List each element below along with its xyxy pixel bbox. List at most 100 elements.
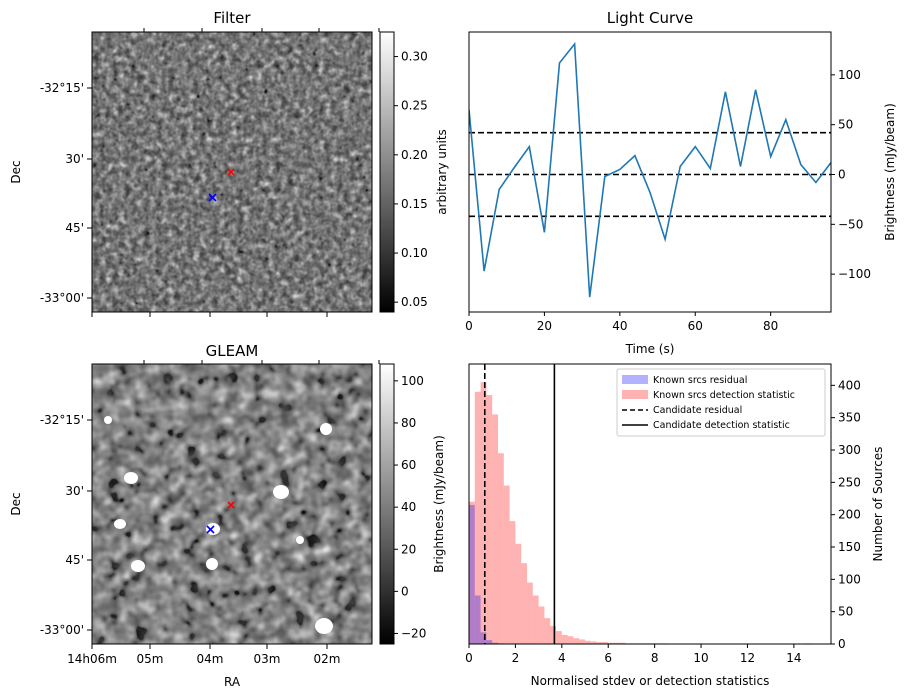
gleam-marker-blue	[206, 525, 215, 534]
count-tick-label: 400	[838, 378, 861, 392]
light-curve-y-axis-label: Brightness (mJy/beam)	[883, 103, 897, 241]
light-curve-title: Light Curve	[607, 9, 693, 27]
colorbar-tick-label: 0.15	[401, 197, 428, 211]
histogram-y-axis-label: Number of Sources	[871, 447, 885, 562]
legend-swatch-detection	[622, 390, 648, 399]
gleam-marker-red	[227, 501, 235, 509]
detection-bar	[532, 595, 539, 644]
detection-bar	[573, 638, 580, 644]
time-tick-label: 40	[612, 319, 627, 333]
residual-bar	[486, 640, 493, 644]
count-tick-label: 200	[838, 508, 861, 522]
detection-bar	[480, 382, 487, 644]
colorbar-tick-label: 0.10	[401, 246, 428, 260]
gleam-source	[315, 618, 333, 634]
stat-tick-label: 4	[558, 651, 566, 665]
detection-bar	[556, 631, 562, 644]
histogram-panel: 0 2 4 6 8 10 12 14 0 50 100 150 200 250 300 350 400 Nor…	[465, 363, 885, 688]
dec-tick-label: -32°15'	[40, 81, 84, 95]
count-tick-label: 100	[838, 572, 861, 586]
light-curve-frame	[468, 31, 832, 313]
detection-bar	[619, 642, 626, 644]
light-curve-panel: Light Curve 0 20 40 60 80 −100 −50 0 50 100 Time…	[465, 9, 897, 356]
gleam-source	[124, 472, 138, 484]
brightness-tick-label: 50	[838, 118, 853, 132]
legend-label-candidate-detection: Candidate detection statistic	[653, 420, 790, 431]
detection-bar	[492, 414, 499, 644]
gleam-source	[104, 416, 112, 424]
brightness-tick-label: 100	[838, 68, 861, 82]
residual-bar	[480, 632, 487, 644]
detection-bar	[486, 395, 493, 644]
legend-label-residual: Known srcs residual	[653, 375, 747, 386]
stat-tick-label: 0	[465, 651, 473, 665]
gleam-colorbar	[379, 363, 395, 645]
colorbar-tick-label: 0	[401, 584, 409, 598]
detection-bar	[503, 485, 510, 644]
detection-bar	[515, 543, 522, 644]
dec-tick-label: -33°00'	[40, 623, 84, 637]
histogram-frame	[468, 363, 832, 645]
filter-marker-red	[227, 168, 235, 176]
count-tick-label: 300	[838, 443, 861, 457]
filter-colorbar-label: arbitrary units	[435, 129, 449, 215]
detection-bar	[521, 563, 528, 644]
brightness-tick-label: −50	[838, 217, 863, 231]
time-tick-label: 80	[763, 319, 778, 333]
residual-bar	[469, 504, 475, 644]
colorbar-tick-label: −20	[401, 626, 426, 640]
colorbar-tick-label: 0.30	[401, 50, 428, 64]
ra-tick-label: 02m	[314, 652, 341, 666]
detection-bar	[527, 582, 533, 644]
detection-bar	[596, 642, 603, 644]
filter-image-frame	[91, 31, 373, 313]
gleam-source	[131, 560, 145, 572]
dec-tick-label: 30'	[65, 484, 84, 498]
gleam-x-axis-label: RA	[224, 675, 241, 689]
detection-bar	[544, 618, 551, 644]
detection-bar	[509, 521, 516, 644]
gleam-source	[273, 485, 289, 499]
ra-tick-label: 03m	[254, 652, 281, 666]
colorbar-tick-label: 0.05	[401, 295, 428, 309]
filter-colorbar	[379, 31, 395, 313]
gleam-source	[206, 558, 218, 570]
detection-bar	[585, 640, 591, 644]
dec-tick-label: 45'	[65, 553, 84, 567]
colorbar-tick-label: 40	[401, 500, 416, 514]
dec-tick-label: 45'	[65, 221, 84, 235]
filter-panel: Filter -32°15' 30' 45' -33°00' Dec 0.05 0.10…	[9, 9, 449, 317]
residual-bar	[474, 595, 481, 644]
detection-bar	[590, 641, 597, 644]
colorbar-tick-label: 80	[401, 416, 416, 430]
colorbar-tick-label: 20	[401, 542, 416, 556]
colorbar-tick-label: 60	[401, 458, 416, 472]
legend-box	[616, 368, 826, 437]
gleam-source	[320, 423, 332, 435]
gleam-source	[114, 519, 126, 529]
time-tick-label: 60	[688, 319, 703, 333]
gleam-y-axis-label: Dec	[9, 492, 23, 515]
detection-bar	[614, 642, 620, 644]
detection-bar	[469, 501, 475, 644]
brightness-tick-label: −100	[838, 267, 871, 281]
light-curve-series	[469, 41, 831, 298]
stat-tick-label: 10	[693, 651, 708, 665]
detection-bar	[474, 391, 481, 644]
detection-bar	[602, 642, 609, 644]
stat-tick-label: 6	[604, 651, 612, 665]
detection-bar	[538, 606, 545, 644]
dec-tick-label: 30'	[65, 152, 84, 166]
colorbar-tick-label: 0.20	[401, 148, 428, 162]
detection-bar	[579, 639, 586, 644]
gleam-image-frame	[91, 363, 373, 645]
count-tick-label: 50	[838, 605, 853, 619]
gleam-bright-sources	[104, 416, 333, 634]
count-tick-label: 350	[838, 411, 861, 425]
colorbar-tick-label: 100	[401, 374, 424, 388]
detection-bar	[608, 642, 615, 644]
gleam-colorbar-label: Brightness (mJy/beam)	[432, 435, 446, 573]
count-tick-label: 0	[838, 637, 846, 651]
gleam-panel: GLEAM -32°15' 30' 45' -33°00' 14h06m 05m 04m 0…	[9, 342, 446, 689]
